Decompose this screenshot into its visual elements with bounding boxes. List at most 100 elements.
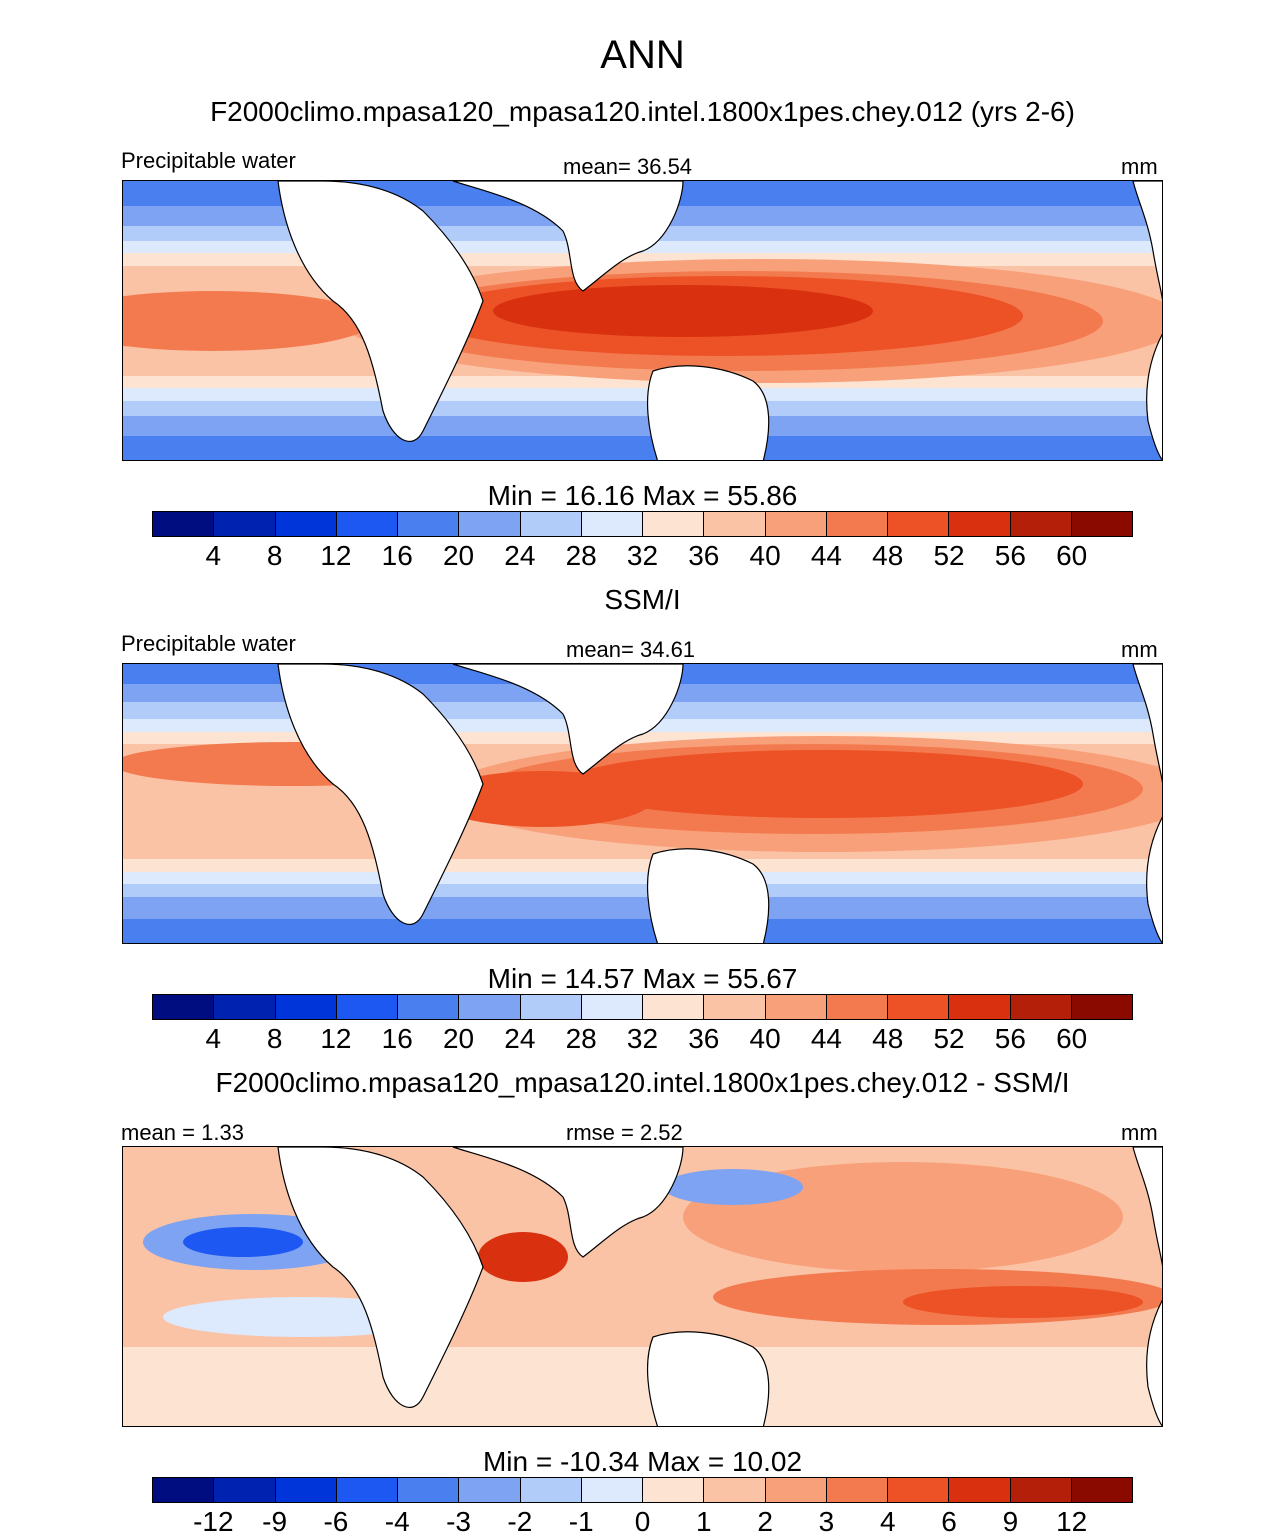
colorbar-1-swatch-11 <box>765 512 827 536</box>
colorbar-3-tick-label: -4 <box>384 1506 410 1537</box>
colorbar-1-tick-label: 8 <box>266 540 283 571</box>
colorbar-2-tick-label: 20 <box>442 1023 475 1054</box>
colorbar-3-tick-label: -2 <box>507 1506 533 1537</box>
colorbar-2-swatch-3 <box>275 995 337 1019</box>
colorbar-3-swatch-6 <box>459 1478 521 1502</box>
colorbar-1-swatch-14 <box>949 512 1011 536</box>
panel-1-heading: F2000climo.mpasa120_mpasa120.intel.1800x… <box>210 96 1075 127</box>
colorbar-1-swatch-6 <box>459 512 521 536</box>
colorbar-3-swatch-4 <box>336 1478 398 1502</box>
p1-land-americas <box>1132 181 1162 300</box>
colorbar-2-tick-label: 28 <box>565 1023 597 1054</box>
colorbar-2-tick-label: 40 <box>749 1023 781 1054</box>
colorbar-2-tick-label: 44 <box>810 1023 843 1054</box>
p1-land-africa <box>277 181 484 442</box>
colorbar-3-swatch-10 <box>704 1478 766 1502</box>
colorbar-3-tick-label: -6 <box>323 1506 349 1537</box>
colorbar-2-tick-label: 16 <box>381 1023 413 1054</box>
panel-2-minmax: Min = 14.57 Max = 55.67 <box>487 963 798 994</box>
colorbar-1-tick-label: 60 <box>1056 540 1088 571</box>
colorbar-3-tick-label: 6 <box>941 1506 957 1537</box>
panel-2-map-svg <box>123 664 1162 943</box>
p3-field-atlantic-cool-2 <box>183 1227 303 1257</box>
colorbar-1-tick-label: 12 <box>320 540 352 571</box>
colorbar-2-swatch-1 <box>153 995 215 1019</box>
panel-2-colorbar-ticks: 4 8 12 16 20 24 28 32 36 40 44 48 52 56 60 <box>152 1023 1133 1055</box>
p1-field-atlantic-itcz <box>123 291 373 351</box>
p3-field-south-band <box>123 1347 1162 1426</box>
panel-3-colorbar <box>152 1477 1133 1503</box>
colorbar-3-swatch-12 <box>826 1478 888 1502</box>
colorbar-2-swatch-10 <box>704 995 766 1019</box>
panel-2-variable-label: Precipitable water <box>121 631 296 656</box>
colorbar-3-tick-label: 0 <box>634 1506 651 1537</box>
panel-2-map <box>122 663 1163 944</box>
colorbar-1-swatch-2 <box>214 512 276 536</box>
colorbar-3-swatch-7 <box>520 1478 582 1502</box>
colorbar-1-swatch-5 <box>398 512 460 536</box>
colorbar-1-tick-label: 44 <box>810 540 843 571</box>
panel-3-units-label: mm <box>1121 1120 1158 1145</box>
colorbar-3-tick-label: 1 <box>696 1506 712 1537</box>
p1-field-warm-pool-4 <box>493 285 873 337</box>
colorbar-1-tick-label: 36 <box>688 540 720 571</box>
colorbar-2-swatch-12 <box>826 995 888 1019</box>
p3-land-africa <box>277 1147 484 1408</box>
colorbar-1-swatch-9 <box>643 512 705 536</box>
colorbar-2-tick-label: 4 <box>205 1023 222 1054</box>
p2-land-asia <box>452 664 684 775</box>
colorbar-1-tick-label: 40 <box>749 540 781 571</box>
colorbar-1-tick-label: 48 <box>872 540 904 571</box>
panel-3-map <box>122 1146 1163 1427</box>
colorbar-1-swatch-10 <box>704 512 766 536</box>
colorbar-1-tick-label: 4 <box>205 540 222 571</box>
panel-1-units-label: mm <box>1121 154 1158 179</box>
colorbar-2-swatch-7 <box>520 995 582 1019</box>
p1-land-asia <box>452 181 684 292</box>
colorbar-3-tick-label: 9 <box>1002 1506 1019 1537</box>
colorbar-3-tick-label: 12 <box>1056 1506 1088 1537</box>
colorbar-1-tick-label: 28 <box>565 540 597 571</box>
colorbar-3-swatch-13 <box>888 1478 950 1502</box>
colorbar-3-swatch-2 <box>214 1478 276 1502</box>
colorbar-2-swatch-4 <box>336 995 398 1019</box>
p2-land-africa <box>277 664 484 925</box>
colorbar-2-swatch-13 <box>888 995 950 1019</box>
panel-3-colorbar-ticks: -12 -9 -6 -4 -3 -2 -1 0 1 2 3 4 6 9 12 <box>152 1506 1133 1538</box>
colorbar-3-tick-label: -1 <box>568 1506 594 1537</box>
panel-2-heading: SSM/I <box>604 584 681 615</box>
colorbar-3-swatch-3 <box>275 1478 337 1502</box>
panel-1-variable-label: Precipitable water <box>121 148 296 173</box>
panel-3-minmax: Min = -10.34 Max = 10.02 <box>482 1446 803 1477</box>
panel-1-mean-label: mean= 36.54 <box>563 154 693 179</box>
p1-land-south-america <box>1146 333 1162 460</box>
colorbar-1-tick-label: 20 <box>442 540 475 571</box>
colorbar-2-tick-label: 24 <box>504 1023 536 1054</box>
colorbar-1-tick-label: 24 <box>504 540 536 571</box>
colorbar-2-tick-label: 8 <box>266 1023 283 1054</box>
colorbar-3-swatch-14 <box>949 1478 1011 1502</box>
colorbar-3-tick-label: 4 <box>879 1506 896 1537</box>
p3-land-australia <box>646 1331 770 1426</box>
colorbar-1-swatch-8 <box>581 512 643 536</box>
panel-2-colorbar <box>152 994 1133 1020</box>
colorbar-2-swatch-6 <box>459 995 521 1019</box>
p1-land-australia <box>646 365 770 460</box>
colorbar-2-tick-label: 52 <box>933 1023 965 1054</box>
colorbar-2-swatch-16 <box>1071 995 1132 1019</box>
p2-field-warm-pool-3 <box>563 750 1083 818</box>
colorbar-3-tick-label: -3 <box>446 1506 472 1537</box>
colorbar-1-swatch-7 <box>520 512 582 536</box>
colorbar-1-swatch-3 <box>275 512 337 536</box>
p2-land-australia <box>646 848 770 943</box>
colorbar-2-swatch-15 <box>1010 995 1072 1019</box>
colorbar-3-swatch-15 <box>1010 1478 1072 1502</box>
colorbar-2-tick-label: 56 <box>994 1023 1026 1054</box>
p2-land-south-america <box>1146 816 1162 943</box>
colorbar-2-swatch-5 <box>398 995 460 1019</box>
colorbar-2-tick-label: 36 <box>688 1023 720 1054</box>
colorbar-3-tick-label: 3 <box>818 1506 835 1537</box>
panel-1-colorbar <box>152 511 1133 537</box>
colorbar-2-swatch-14 <box>949 995 1011 1019</box>
p3-field-nw-pacific-cool <box>663 1169 803 1205</box>
